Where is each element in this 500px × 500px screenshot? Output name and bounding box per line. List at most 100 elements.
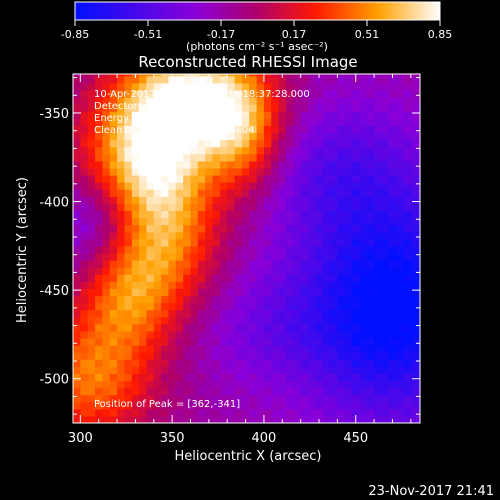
- heatmap-cell: [359, 316, 368, 325]
- heatmap-cell: [175, 89, 184, 98]
- heatmap-cell: [410, 139, 419, 148]
- heatmap-cell: [285, 160, 294, 169]
- heatmap-cell: [322, 217, 331, 226]
- heatmap-cell: [234, 337, 243, 346]
- heatmap-cell: [168, 125, 177, 134]
- heatmap-cell: [256, 288, 265, 297]
- heatmap-cell: [300, 189, 309, 197]
- heatmap-cell: [330, 415, 338, 423]
- heatmap-cell: [95, 281, 103, 289]
- heatmap-cell: [396, 82, 405, 91]
- heatmap-cell: [183, 337, 192, 346]
- heatmap-cell: [388, 231, 397, 240]
- heatmap-cell: [102, 295, 111, 304]
- heatmap-cell: [139, 196, 148, 204]
- heatmap-cell: [117, 146, 125, 155]
- heatmap-cell: [381, 373, 390, 382]
- heatmap-cell: [359, 288, 368, 297]
- heatmap-cell: [80, 380, 89, 389]
- heatmap-cell: [183, 309, 192, 318]
- heatmap-cell: [285, 302, 294, 311]
- heatmap-cell: [263, 295, 272, 304]
- heatmap-cell: [403, 97, 412, 105]
- heatmap-cell: [109, 89, 118, 98]
- heatmap-cell: [322, 295, 331, 304]
- heatmap-cell: [124, 267, 133, 275]
- heatmap-cell: [190, 82, 199, 91]
- heatmap-cell: [80, 82, 89, 91]
- heatmap-cell: [80, 139, 89, 148]
- heatmap-cell: [139, 380, 148, 389]
- heatmap-cell: [403, 415, 412, 423]
- heatmap-cell: [168, 224, 177, 233]
- heatmap-cell: [344, 387, 353, 396]
- heatmap-cell: [212, 316, 221, 325]
- heatmap-cell: [285, 323, 294, 332]
- heatmap-cell: [337, 132, 346, 141]
- heatmap-cell: [352, 160, 361, 169]
- heatmap-cell: [381, 146, 390, 155]
- heatmap-cell: [227, 153, 236, 162]
- heatmap-cell: [131, 252, 140, 261]
- heatmap-cell: [109, 316, 118, 325]
- heatmap-cell: [278, 153, 287, 162]
- y-axis-label: Heliocentric Y (arcsec): [15, 177, 30, 323]
- heatmap-cell: [234, 132, 243, 141]
- heatmap-cell: [219, 373, 228, 382]
- heatmap-cell: [197, 75, 206, 84]
- heatmap-cell: [366, 323, 375, 332]
- heatmap-cell: [374, 394, 383, 403]
- heatmap-cell: [227, 203, 236, 212]
- heatmap-cell: [271, 352, 280, 360]
- heatmap-cell: [183, 132, 192, 141]
- heatmap-plot-area: [73, 74, 420, 423]
- heatmap-cell: [95, 366, 103, 374]
- heatmap-cell: [330, 139, 338, 148]
- heatmap-cell: [396, 309, 405, 318]
- heatmap-cell: [146, 111, 155, 119]
- heatmap-cell: [366, 337, 375, 346]
- heatmap-cell: [418, 160, 420, 169]
- heatmap-cell: [102, 89, 111, 98]
- heatmap-cell: [249, 182, 258, 190]
- heatmap-cell: [109, 323, 118, 332]
- heatmap-cell: [205, 408, 214, 417]
- heatmap-cell: [381, 281, 390, 289]
- heatmap-cell: [153, 323, 162, 332]
- heatmap-cell: [308, 345, 316, 353]
- heatmap-cell: [205, 260, 214, 268]
- heatmap-cell: [183, 281, 192, 289]
- heatmap-cell: [366, 217, 375, 226]
- heatmap-cell: [293, 160, 302, 169]
- heatmap-cell: [249, 408, 258, 417]
- heatmap-cell: [322, 189, 331, 197]
- heatmap-cell: [197, 146, 206, 155]
- heatmap-cell: [403, 366, 412, 374]
- heatmap-cell: [410, 82, 419, 91]
- heatmap-cell: [153, 401, 162, 410]
- heatmap-cell: [87, 182, 96, 190]
- heatmap-cell: [212, 75, 221, 84]
- heatmap-cell: [102, 167, 111, 176]
- heatmap-cell: [161, 394, 170, 403]
- heatmap-cell: [234, 74, 243, 77]
- heatmap-cell: [102, 252, 111, 261]
- heatmap-cell: [95, 132, 103, 141]
- heatmap-cell: [374, 267, 383, 275]
- heatmap-cell: [131, 323, 140, 332]
- heatmap-cell: [227, 288, 236, 297]
- heatmap-cell: [308, 323, 316, 332]
- heatmap-cell: [161, 224, 170, 233]
- heatmap-cell: [117, 182, 125, 190]
- heatmap-cell: [73, 345, 81, 353]
- heatmap-cell: [117, 387, 125, 396]
- heatmap-cell: [359, 295, 368, 304]
- heatmap-cell: [146, 189, 155, 197]
- heatmap-cell: [234, 146, 243, 155]
- heatmap-cell: [117, 160, 125, 169]
- heatmap-cell: [190, 118, 199, 126]
- heatmap-cell: [183, 82, 192, 91]
- heatmap-cell: [131, 316, 140, 325]
- heatmap-cell: [366, 288, 375, 297]
- heatmap-cell: [205, 274, 214, 282]
